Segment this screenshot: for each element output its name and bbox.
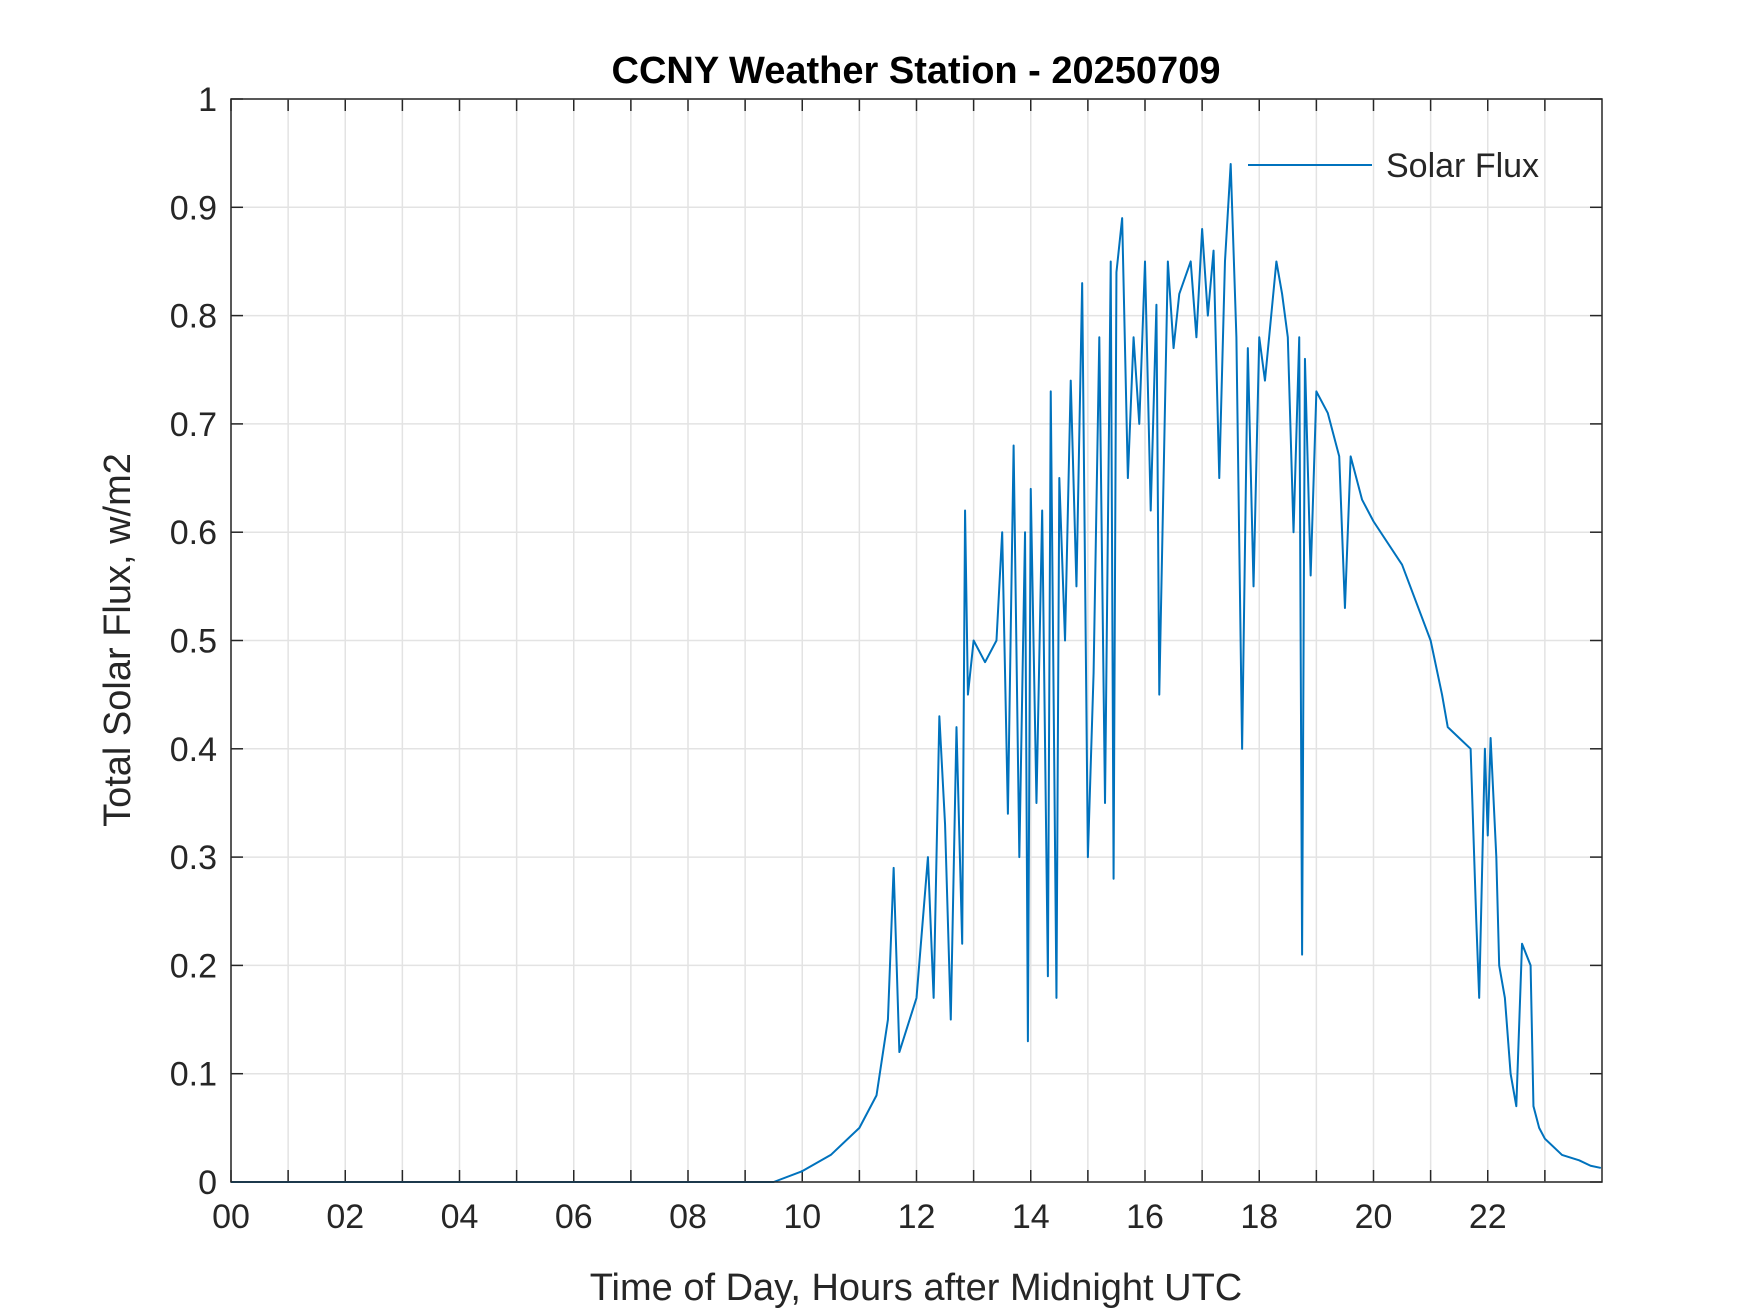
x-tick-label: 10: [783, 1198, 821, 1236]
y-tick-label: 0.4: [170, 731, 217, 769]
data-line: [231, 162, 1602, 1183]
y-tick-label: 0: [198, 1164, 217, 1202]
x-tick-label: 04: [441, 1198, 479, 1236]
y-tick-label: 0.2: [170, 947, 217, 985]
y-tick-label: 1: [198, 81, 217, 119]
chart-title: CCNY Weather Station - 20250709: [612, 50, 1221, 92]
y-tick-label: 0.6: [170, 514, 217, 552]
x-tick-label: 22: [1469, 1198, 1507, 1236]
x-tick-label: 18: [1240, 1198, 1278, 1236]
x-tick-label: 06: [555, 1198, 593, 1236]
x-tick-label: 02: [326, 1198, 364, 1236]
y-tick-label: 0.9: [170, 189, 217, 227]
x-tick-label: 14: [1012, 1198, 1050, 1236]
y-axis-label: Total Solar Flux, w/m2: [97, 453, 139, 827]
x-tick-label: 20: [1355, 1198, 1393, 1236]
legend-label: Solar Flux: [1386, 147, 1539, 185]
x-axis-label: Time of Day, Hours after Midnight UTC: [590, 1267, 1243, 1309]
y-tick-label: 0.1: [170, 1056, 217, 1094]
y-tick-label: 0.3: [170, 839, 217, 877]
y-tick-label: 0.8: [170, 298, 217, 336]
x-tick-label: 00: [212, 1198, 250, 1236]
y-tick-label: 0.7: [170, 406, 217, 444]
x-tick-label: 12: [898, 1198, 936, 1236]
x-tick-label: 08: [669, 1198, 707, 1236]
y-tick-label: 0.5: [170, 623, 217, 661]
axes-box: [230, 98, 1603, 1183]
x-tick-label: 16: [1126, 1198, 1164, 1236]
